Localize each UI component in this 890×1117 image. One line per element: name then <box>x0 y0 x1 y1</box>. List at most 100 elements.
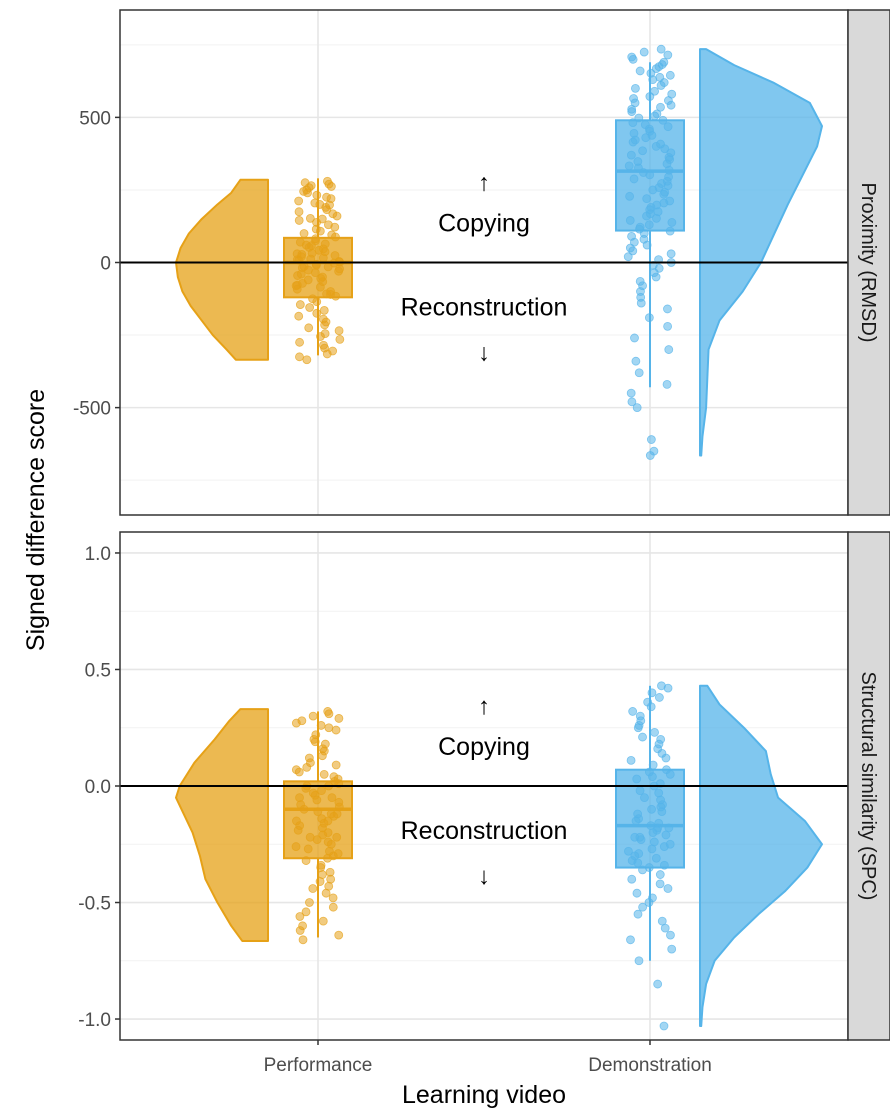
panel-1-strip: Proximity (RMSD) <box>847 9 890 516</box>
panel-1-performance-point <box>312 308 322 318</box>
panel-2-demonstration-point <box>653 979 663 989</box>
panel-2-demonstration-point <box>648 760 658 770</box>
panel-2-performance-point <box>323 853 332 863</box>
panel-1-demonstration-point <box>665 70 675 80</box>
panel-2-demonstration-point <box>626 935 635 945</box>
panel-2-demonstration-point <box>633 909 643 919</box>
panel-2-demonstration-point <box>659 860 669 870</box>
panel-2-y-tick-label: 0.5 <box>85 660 111 681</box>
panel-2-demonstration-point <box>655 879 665 889</box>
panel-1-demonstration-point <box>644 313 654 323</box>
panel-1-performance-point <box>317 214 327 224</box>
panel-1-demonstration-point <box>665 226 675 236</box>
panel-1-performance-point <box>302 355 312 365</box>
panel-1-performance-point <box>294 207 304 217</box>
panel-2-performance-point <box>301 907 311 917</box>
panel-2-performance-point <box>334 714 344 723</box>
panel-2-performance-point <box>313 807 323 817</box>
panel-1-performance-point <box>332 211 342 221</box>
panel-1-performance-point <box>315 282 325 292</box>
panel-2-y-tick-label: -0.5 <box>78 894 111 915</box>
panel-2-performance-point <box>318 830 328 840</box>
panel-2-performance-point <box>326 809 336 819</box>
panel-1-demonstration-point <box>664 345 674 354</box>
panel-1-demonstration-point <box>634 368 644 378</box>
panel-1-performance-point <box>320 320 330 330</box>
panel-2-performance-point <box>301 856 311 865</box>
panel-2-demonstration-point <box>634 956 644 966</box>
panel-1-demonstration-point <box>642 240 652 250</box>
panel-1-reconstruction-label: Reconstruction <box>401 294 568 322</box>
panel-1-performance-point <box>316 332 325 341</box>
panel-1-demonstration-point <box>658 115 668 125</box>
panel-2-down-arrow: ↓ <box>478 863 490 890</box>
panel-1-demonstration-point <box>663 50 673 60</box>
panel-2-demonstration-point <box>635 832 645 842</box>
panel-1-demonstration-point <box>628 54 638 64</box>
panel-1-demonstration-point <box>648 185 658 195</box>
panel-1-demonstration-point <box>624 161 634 171</box>
panel-2-performance-point <box>302 762 312 772</box>
panel-2-performance-point <box>303 844 313 854</box>
panel-2-demonstration-point <box>659 1021 669 1031</box>
panel-1-demonstration-point <box>634 113 644 123</box>
panel-2-demonstration-point <box>644 898 654 907</box>
panel-2-performance-point <box>316 721 326 730</box>
panel-2-demonstration-point <box>655 693 664 702</box>
panel-2-demonstration-point <box>631 816 641 826</box>
panel-2-demonstration-point <box>628 707 638 716</box>
panel-2-performance-point <box>321 888 331 898</box>
panel-2-y-tick-label: 1.0 <box>85 544 111 565</box>
panel-2-strip-background <box>847 531 890 1041</box>
panel-1-performance-point <box>293 271 302 280</box>
panel-1-demonstration-point <box>627 107 637 116</box>
panel-1-demonstration-point <box>625 191 635 201</box>
panel-1-performance-point <box>295 300 305 309</box>
y-axis-title: Signed difference score <box>22 389 50 651</box>
panel-2-demonstration-point <box>657 807 667 817</box>
panel-2-demonstration-point <box>647 844 657 854</box>
panel-1-performance-point <box>315 200 325 209</box>
panel-1-demonstration-point <box>628 137 638 147</box>
panel-2-demonstration-point <box>638 902 648 912</box>
panel-1-performance-point <box>303 188 312 198</box>
panel-1-demonstration-point <box>656 102 665 112</box>
panel-2-demonstration-point <box>650 728 659 737</box>
panel-1-demonstration-point <box>659 198 669 208</box>
panel-1-demonstration-point <box>627 397 637 407</box>
panel-2-performance-point <box>308 711 318 721</box>
panel-2-performance-point <box>295 912 305 921</box>
panel-1-demonstration-point <box>629 174 639 184</box>
panel-1-demonstration-point <box>659 189 669 199</box>
panel-2-performance-density-cloud <box>175 708 269 942</box>
panel-1-down-arrow: ↓ <box>478 340 490 367</box>
panel-2-demonstration-point <box>647 804 656 814</box>
panel-1-demonstration-point <box>651 272 661 282</box>
panel-2-demonstration-point <box>633 858 643 868</box>
panel-1-y-tick-label: -500 <box>73 399 111 420</box>
panel-2-demonstration-point <box>660 923 670 933</box>
panel-1: ↑ Copying Reconstruction ↓ -500 0 500 Proximity… <box>73 9 890 516</box>
panel-2-demonstration-point <box>648 828 658 838</box>
panel-2-performance-point <box>318 916 328 926</box>
panel-1-demonstration-point <box>638 146 647 156</box>
panel-1-demonstration-point <box>645 170 655 180</box>
panel-2-performance-point <box>334 930 344 940</box>
panel-1-performance-point <box>291 281 301 291</box>
x-axis-title: Learning video <box>402 1081 566 1109</box>
panel-1-performance-point <box>334 326 344 336</box>
panel-2-performance-point <box>331 725 341 735</box>
panel-2-demonstration-point <box>638 732 647 742</box>
panel-1-performance-point <box>322 349 332 359</box>
panel-2-demonstration-point <box>626 755 636 765</box>
panel-2-performance-point <box>298 935 308 945</box>
panel-1-demonstration-density-cloud <box>699 48 823 457</box>
panel-2-strip-label: Structural similarity (SPC) <box>857 672 879 901</box>
panel-1-y-tick-label: 0 <box>100 254 111 275</box>
panel-1-demonstration-point <box>623 252 633 262</box>
panel-1-performance-point <box>294 196 304 206</box>
panel-1-demonstration-point <box>652 213 661 223</box>
panel-1-demonstration-point <box>642 194 652 204</box>
